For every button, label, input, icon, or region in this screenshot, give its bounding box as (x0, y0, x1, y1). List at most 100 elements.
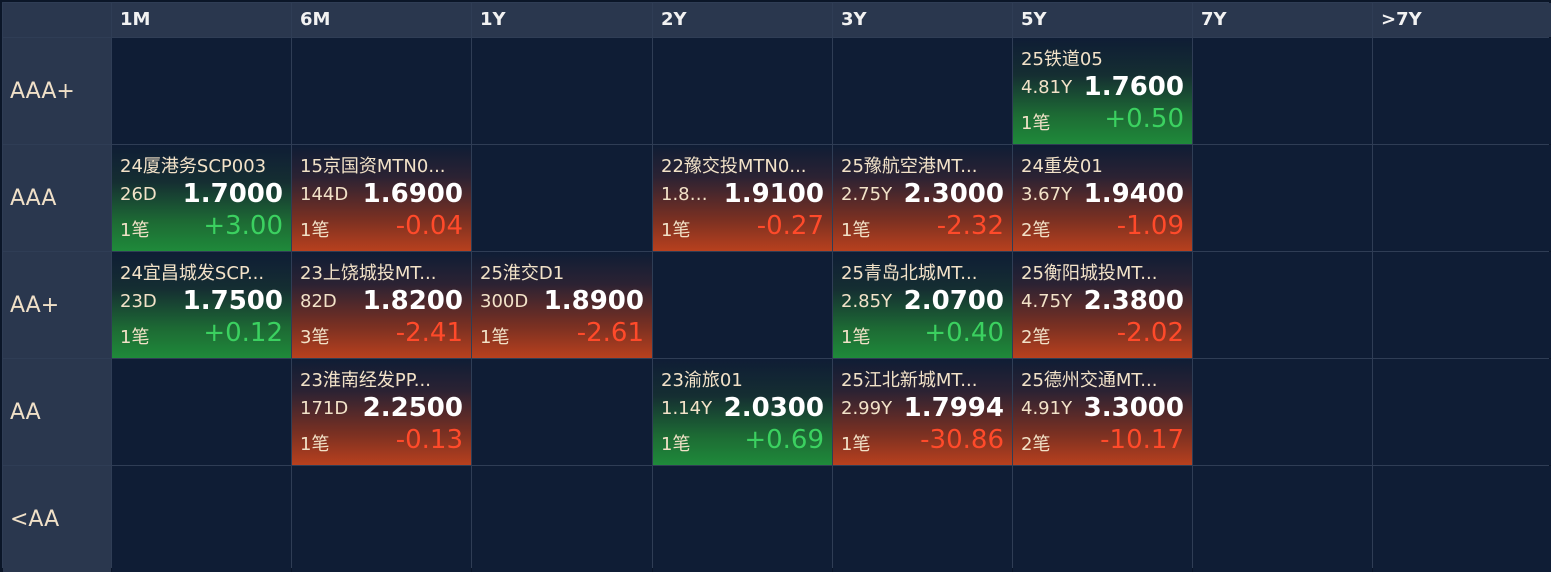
empty-cell (1373, 359, 1551, 465)
bond-name: 25铁道05 (1021, 49, 1103, 70)
row-label: AA (3, 359, 111, 465)
remaining-tenor: 3.67Y (1021, 184, 1073, 205)
bond-name: 25德州交通MT... (1021, 370, 1158, 391)
bond-name: 24厦港务SCP003 (120, 156, 267, 177)
remaining-tenor: 2.85Y (841, 291, 893, 312)
trade-count: 1笔 (300, 220, 330, 241)
trade-count: 2笔 (1021, 434, 1051, 455)
empty-cell (292, 466, 471, 572)
bond-quote-cell[interactable]: 25铁道05 4.81Y 1.7600 1笔 +0.50 (1013, 38, 1192, 144)
yield-value: 1.7000 (182, 179, 283, 209)
bond-name: 25豫航空港MT... (841, 156, 978, 177)
column-header-1y[interactable]: 1Y (472, 3, 652, 37)
yield-value: 1.6900 (362, 179, 463, 209)
remaining-tenor: 171D (300, 398, 349, 419)
empty-cell (653, 466, 832, 572)
bond-quote-cell[interactable]: 22豫交投MTN0... 1.81... 1.9100 1笔 -0.27 (653, 145, 832, 251)
bond-quote-cell[interactable]: 25衡阳城投MT... 4.75Y 2.3800 2笔 -2.02 (1013, 252, 1192, 358)
remaining-tenor: 4.91Y (1021, 398, 1073, 419)
bond-quote-cell[interactable]: 23上饶城投MT... 82D 1.8200 3笔 -2.41 (292, 252, 471, 358)
empty-cell (292, 38, 471, 144)
bond-name: 25衡阳城投MT... (1021, 263, 1158, 284)
empty-cell (472, 145, 652, 251)
row-label: AAA+ (3, 38, 111, 144)
yield-change: -0.04 (395, 211, 463, 241)
column-header-2y[interactable]: 2Y (653, 3, 832, 37)
bond-name: 23淮南经发PP... (300, 370, 431, 391)
bond-name: 24宜昌城发SCP... (120, 263, 265, 284)
yield-change: -2.41 (395, 318, 463, 348)
bond-quote-cell[interactable]: 24厦港务SCP003 26D 1.7000 1笔 +3.00 (112, 145, 291, 251)
trade-count: 1笔 (480, 327, 510, 348)
bond-quote-cell[interactable]: 24重发01 3.67Y 1.9400 2笔 -1.09 (1013, 145, 1192, 251)
bond-name: 25青岛北城MT... (841, 263, 978, 284)
empty-cell (1193, 466, 1372, 572)
yield-value: 1.8200 (362, 286, 463, 316)
remaining-tenor: 4.81Y (1021, 77, 1073, 98)
yield-change: +0.69 (744, 425, 824, 455)
bond-quote-cell[interactable]: 25德州交通MT... 4.91Y 3.3000 2笔 -10.17 (1013, 359, 1192, 465)
yield-value: 2.2500 (362, 393, 463, 423)
empty-cell (1193, 252, 1372, 358)
empty-cell (112, 466, 291, 572)
remaining-tenor: 23D (120, 291, 157, 312)
empty-cell (472, 359, 652, 465)
column-header-6m[interactable]: 6M (292, 3, 471, 37)
row-label: AAA (3, 145, 111, 251)
column-header-3y[interactable]: 3Y (833, 3, 1012, 37)
yield-value: 1.8900 (543, 286, 644, 316)
bond-quote-cell[interactable]: 15京国资MTN0... 144D 1.6900 1笔 -0.04 (292, 145, 471, 251)
bond-quote-cell[interactable]: 24宜昌城发SCP... 23D 1.7500 1笔 +0.12 (112, 252, 291, 358)
empty-cell (1373, 145, 1551, 251)
empty-cell (112, 359, 291, 465)
bond-name: 25淮交D1 (480, 263, 565, 284)
yield-value: 1.7994 (903, 393, 1004, 423)
empty-cell (653, 252, 832, 358)
yield-value: 1.7500 (182, 286, 283, 316)
column-header-5y[interactable]: 5Y (1013, 3, 1192, 37)
bond-name: 25江北新城MT... (841, 370, 978, 391)
row-label: <AA (3, 466, 111, 572)
yield-value: 1.9100 (723, 179, 824, 209)
yield-change: -30.86 (920, 425, 1004, 455)
yield-change: +0.50 (1104, 104, 1184, 134)
bond-quote-cell[interactable]: 25豫航空港MT... 2.75Y 2.3000 1笔 -2.32 (833, 145, 1012, 251)
trade-count: 1笔 (661, 220, 691, 241)
trade-count: 1笔 (841, 434, 871, 455)
yield-change: -2.32 (936, 211, 1004, 241)
bond-quote-cell[interactable]: 25淮交D1 300D 1.8900 1笔 -2.61 (472, 252, 652, 358)
trade-count: 1笔 (120, 327, 150, 348)
empty-cell (472, 38, 652, 144)
empty-cell (112, 38, 291, 144)
bond-quote-cell[interactable]: 23淮南经发PP... 171D 2.2500 1笔 -0.13 (292, 359, 471, 465)
yield-value: 2.3800 (1083, 286, 1184, 316)
trade-count: 3笔 (300, 327, 330, 348)
yield-change: +3.00 (203, 211, 283, 241)
empty-cell (1193, 38, 1372, 144)
bond-quote-cell[interactable]: 25江北新城MT... 2.99Y 1.7994 1笔 -30.86 (833, 359, 1012, 465)
empty-cell (833, 466, 1012, 572)
remaining-tenor: 26D (120, 184, 157, 205)
trade-count: 1笔 (841, 327, 871, 348)
yield-value: 2.0700 (903, 286, 1004, 316)
empty-cell (653, 38, 832, 144)
yield-value: 1.9400 (1083, 179, 1184, 209)
column-header-7y[interactable]: 7Y (1193, 3, 1372, 37)
bond-quote-cell[interactable]: 23渝旅01 1.14Y 2.0300 1笔 +0.69 (653, 359, 832, 465)
empty-cell (1373, 466, 1551, 572)
trade-count: 1笔 (1021, 113, 1051, 134)
trade-count: 1笔 (120, 220, 150, 241)
bond-name: 15京国资MTN0... (300, 156, 446, 177)
yield-change: -10.17 (1100, 425, 1184, 455)
bond-name: 24重发01 (1021, 156, 1103, 177)
column-header-gt7y[interactable]: >7Y (1373, 3, 1551, 37)
trade-count: 1笔 (661, 434, 691, 455)
bond-quote-cell[interactable]: 25青岛北城MT... 2.85Y 2.0700 1笔 +0.40 (833, 252, 1012, 358)
yield-value: 1.7600 (1083, 72, 1184, 102)
column-header-1m[interactable]: 1M (112, 3, 291, 37)
remaining-tenor: 144D (300, 184, 349, 205)
remaining-tenor: 2.75Y (841, 184, 893, 205)
bond-name: 23渝旅01 (661, 370, 743, 391)
yield-change: -0.27 (756, 211, 824, 241)
